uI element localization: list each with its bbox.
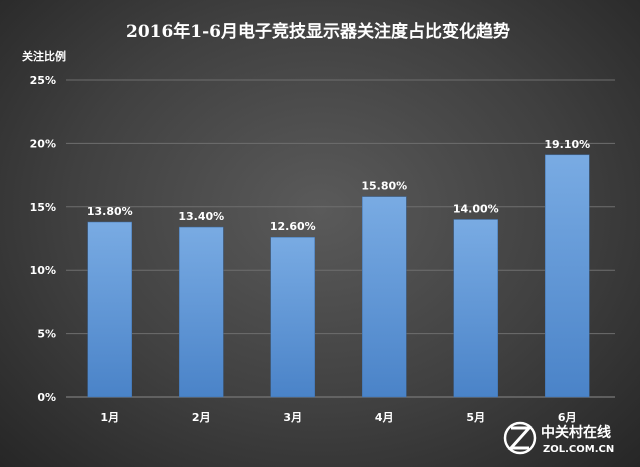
y-tick-label: 5% (37, 328, 56, 341)
y-tick-label: 15% (30, 201, 56, 214)
x-tick-label: 1月 (100, 411, 119, 424)
bar (271, 237, 315, 397)
zol-logo-icon (505, 423, 535, 453)
y-axis-label: 关注比例 (22, 49, 66, 63)
bar (362, 197, 406, 397)
x-tick-label: 5月 (466, 411, 485, 424)
watermark-name: 中关村在线 (541, 424, 611, 441)
y-tick-label: 20% (30, 137, 56, 150)
y-tick-label: 0% (37, 391, 56, 404)
y-tick-label: 10% (30, 264, 56, 277)
data-label: 13.80% (87, 205, 133, 218)
x-tick-label: 2月 (192, 411, 211, 424)
watermark: 中关村在线 ZOL.COM.CN (505, 423, 614, 455)
x-tick-labels: 1月 2月 3月 4月 5月 6月 (100, 411, 576, 424)
gridlines (66, 80, 615, 397)
bar (179, 227, 223, 397)
y-tick-labels: 0% 5% 10% 15% 20% 25% (30, 74, 56, 404)
data-label: 13.40% (178, 210, 224, 223)
data-label: 19.10% (544, 138, 590, 151)
x-tick-label: 3月 (283, 411, 302, 424)
chart-svg: 2016年1-6月电子竞技显示器关注度占比变化趋势 关注比例 0% 5% 10% 15… (0, 0, 640, 467)
bar (545, 155, 589, 397)
x-tick-label: 4月 (375, 411, 394, 424)
chart-title: 2016年1-6月电子竞技显示器关注度占比变化趋势 (126, 21, 510, 42)
data-labels: 13.80% 13.40% 12.60% 15.80% 14.00% 19.10% (87, 138, 590, 233)
x-tick-label: 6月 (558, 411, 577, 424)
bars (88, 155, 590, 397)
data-label: 14.00% (453, 202, 499, 215)
data-label: 15.80% (361, 180, 407, 193)
data-label: 12.60% (270, 220, 316, 233)
watermark-domain: ZOL.COM.CN (543, 444, 614, 455)
bar (454, 219, 498, 397)
chart-frame: 2016年1-6月电子竞技显示器关注度占比变化趋势 关注比例 0% 5% 10% 15… (0, 0, 640, 467)
bar (88, 222, 132, 397)
y-tick-label: 25% (30, 74, 56, 87)
